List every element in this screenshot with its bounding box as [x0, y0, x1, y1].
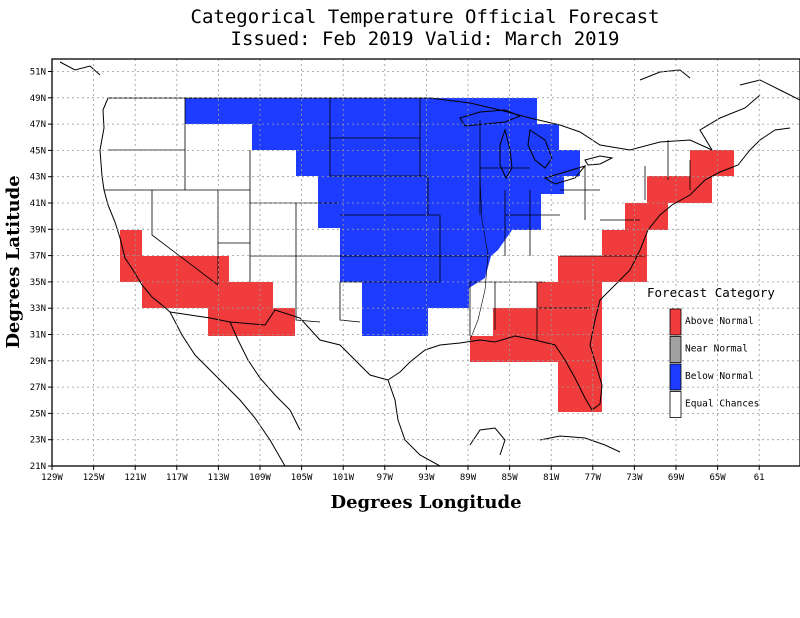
x-tick-label: 69W — [668, 473, 685, 483]
y-tick-label: 33N — [30, 304, 46, 314]
x-tick-label: 101W — [332, 473, 354, 483]
canada-coast-east — [739, 79, 800, 101]
legend-label: Near Normal — [685, 344, 748, 355]
legend-title: Forecast Category — [647, 285, 775, 300]
y-tick-label: 37N — [30, 252, 46, 262]
y-tick-label: 45N — [30, 146, 46, 156]
x-tick-label: 129W — [41, 473, 63, 483]
y-tick-label: 41N — [30, 199, 46, 209]
x-tick-label: 125W — [83, 473, 105, 483]
x-tick-label: 77W — [585, 473, 602, 483]
canada-islands — [59, 61, 101, 76]
x-tick-label: 93W — [418, 473, 435, 483]
yucatan — [469, 427, 506, 456]
east-coast — [589, 127, 791, 346]
x-tick-label: 81W — [543, 473, 560, 483]
axis-ticks: 129W 125W 121W 117W 113W 109W 105W 101W 97W 93W 89… — [30, 68, 765, 484]
chart-subtitle: Issued: Feb 2019 Valid: March 2019 — [230, 28, 620, 50]
legend: Forecast Category Above Normal Near Norma… — [647, 285, 775, 418]
x-tick-label: 97W — [377, 473, 394, 483]
y-tick-label: 47N — [30, 120, 46, 130]
y-tick-label: 27N — [30, 383, 46, 393]
legend-swatch — [669, 308, 682, 336]
us-west-coast — [99, 97, 171, 313]
x-tick-label: 105W — [291, 473, 313, 483]
x-tick-label: 65W — [709, 473, 726, 483]
x-tick-label: 113W — [208, 473, 230, 483]
lake-ontario — [584, 155, 614, 166]
rivers — [469, 179, 489, 341]
legend-label: Below Normal — [685, 371, 754, 382]
legend-label: Equal Chances — [685, 399, 759, 410]
y-axis-title: Degrees Latitude — [3, 175, 24, 348]
y-tick-label: 51N — [30, 68, 46, 78]
chart-title: Categorical Temperature Official Forecas… — [190, 6, 660, 28]
x-tick-label: 117W — [166, 473, 188, 483]
x-tick-label: 73W — [626, 473, 643, 483]
x-tick-label: 109W — [249, 473, 271, 483]
x-tick-label: 61 — [754, 473, 765, 483]
y-tick-label: 29N — [30, 357, 46, 367]
hudson-bay-coast — [639, 69, 691, 81]
below-normal-region — [185, 98, 580, 336]
y-tick-label: 49N — [30, 94, 46, 104]
lake-huron — [527, 129, 553, 169]
legend-swatch — [669, 391, 682, 418]
mexico-east-coast — [387, 379, 441, 466]
x-tick-label: 85W — [501, 473, 518, 483]
gulf-of-california — [229, 321, 301, 431]
mexico-coast — [169, 311, 286, 466]
y-tick-label: 31N — [30, 331, 46, 341]
gulf-coast — [387, 335, 603, 411]
y-tick-label: 21N — [30, 462, 46, 472]
y-tick-label: 39N — [30, 225, 46, 235]
x-tick-label: 121W — [124, 473, 146, 483]
above-normal-southwest — [120, 230, 295, 336]
mexico-border — [169, 309, 389, 381]
forecast-shading — [120, 98, 734, 412]
legend-swatch — [669, 336, 682, 363]
legend-swatch — [669, 363, 682, 391]
legend-label: Above Normal — [685, 316, 754, 327]
y-tick-label: 25N — [30, 409, 46, 419]
x-tick-label: 89W — [460, 473, 477, 483]
y-tick-label: 43N — [30, 173, 46, 183]
y-tick-label: 23N — [30, 436, 46, 446]
x-axis-title: Degrees Longitude — [330, 492, 521, 513]
y-tick-label: 35N — [30, 278, 46, 288]
lake-erie — [543, 165, 587, 185]
canada-border — [108, 94, 761, 152]
above-normal-east — [470, 150, 734, 412]
cuba — [539, 435, 621, 453]
